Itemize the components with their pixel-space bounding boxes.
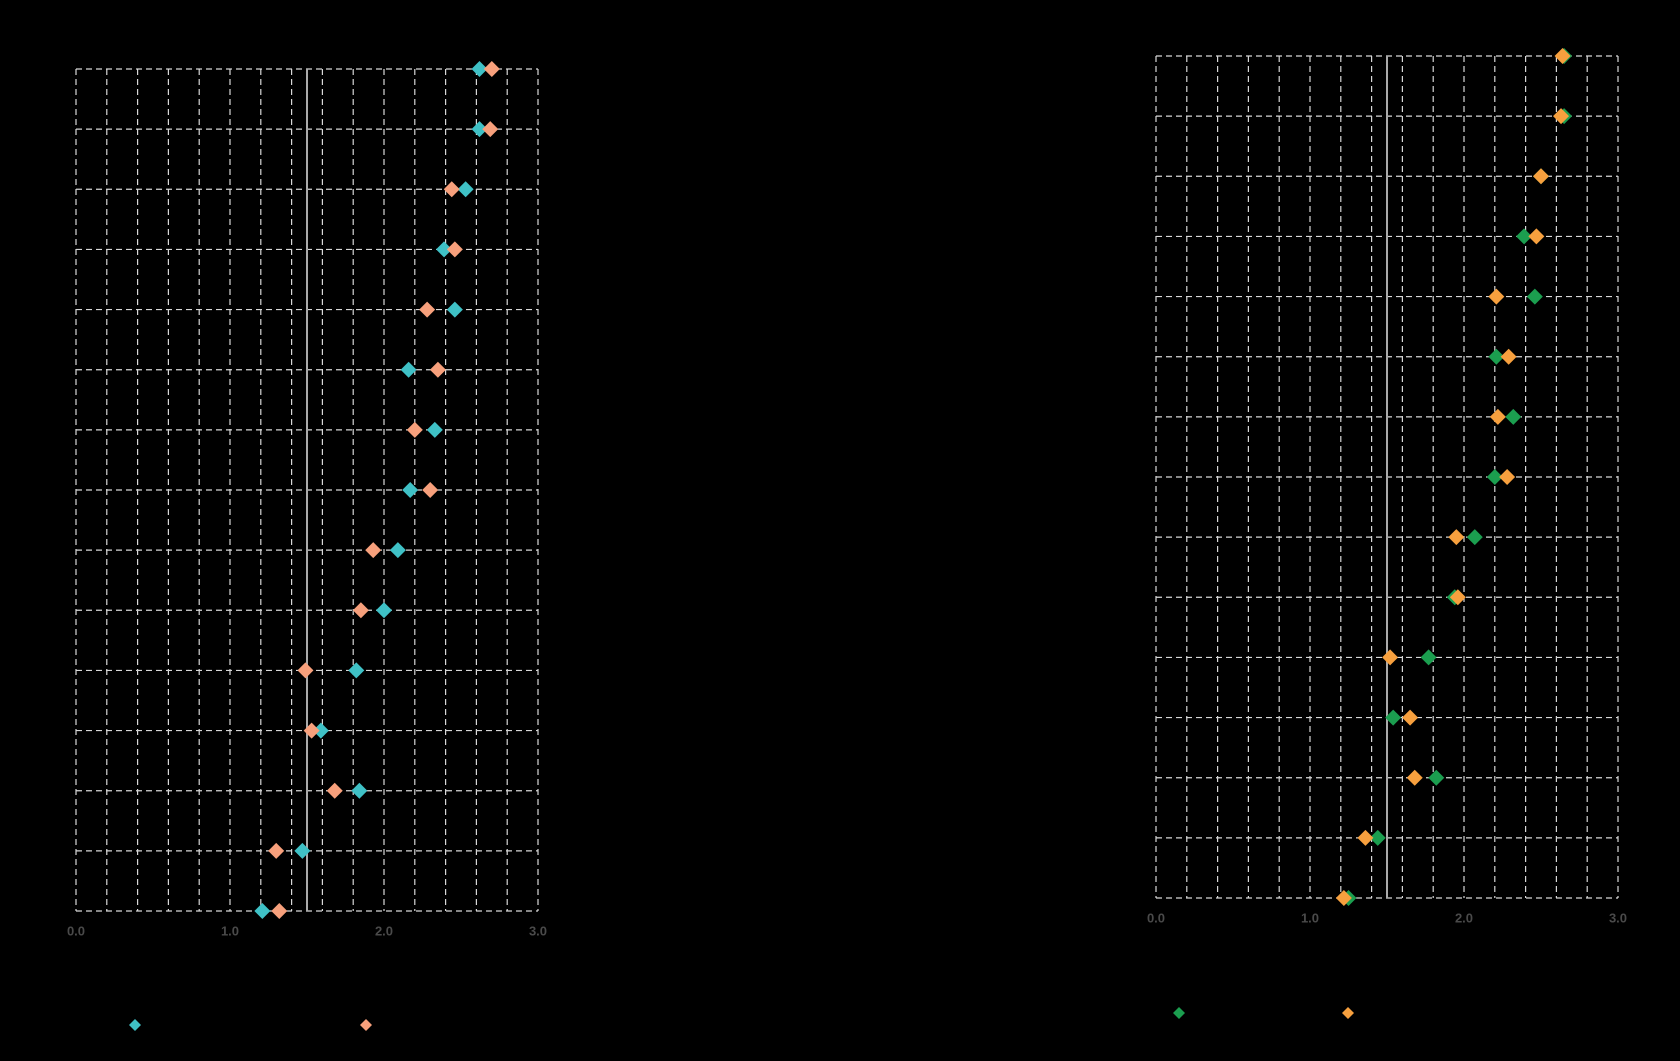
data-point — [1553, 108, 1570, 125]
data-point — [297, 662, 314, 679]
data-point — [1449, 589, 1466, 606]
data-point — [1488, 288, 1505, 305]
data-point — [406, 421, 423, 438]
data-point — [402, 482, 419, 498]
data-point — [1533, 168, 1549, 185]
data-point — [365, 542, 382, 559]
x-tick-label: 1.0 — [221, 923, 239, 938]
data-point — [1420, 649, 1437, 666]
data-point — [429, 361, 446, 378]
data-point — [1528, 228, 1545, 245]
legend-marker — [1173, 1007, 1185, 1019]
data-point — [482, 121, 499, 138]
data-point — [1516, 228, 1533, 245]
data-point — [1486, 469, 1503, 485]
data-point — [352, 602, 369, 619]
data-point — [254, 903, 271, 919]
x-tick-label: 1.0 — [1301, 910, 1319, 925]
data-point — [271, 903, 288, 919]
data-point — [303, 722, 320, 739]
data-point — [446, 301, 463, 318]
data-point — [1488, 348, 1505, 365]
data-point — [436, 241, 453, 258]
data-point — [446, 241, 463, 258]
x-tick-label: 0.0 — [67, 923, 85, 938]
data-point — [376, 602, 392, 619]
data-point — [1357, 829, 1374, 846]
data-point — [1385, 709, 1402, 726]
data-point — [1500, 348, 1517, 365]
data-point — [1335, 890, 1352, 906]
data-point — [1499, 469, 1516, 485]
data-point — [483, 61, 500, 77]
data-point — [1369, 829, 1386, 846]
data-point — [348, 662, 365, 679]
data-point — [1448, 529, 1465, 546]
data-point — [294, 842, 311, 859]
data-point — [1526, 288, 1543, 305]
data-point — [419, 301, 436, 318]
data-point — [1428, 769, 1445, 786]
data-point — [471, 61, 488, 77]
data-point — [1489, 408, 1506, 425]
data-point — [389, 542, 406, 559]
x-tick-label: 0.0 — [1147, 910, 1165, 925]
legend-marker — [129, 1019, 141, 1031]
data-point — [443, 181, 460, 198]
data-point — [1466, 529, 1483, 546]
x-tick-label: 2.0 — [1455, 910, 1473, 925]
data-point — [268, 842, 285, 859]
data-point — [1406, 769, 1423, 786]
data-point — [471, 121, 488, 138]
x-tick-label: 3.0 — [529, 923, 547, 938]
data-point — [1382, 649, 1399, 666]
data-point — [422, 482, 439, 498]
data-point — [1554, 48, 1571, 64]
data-point — [351, 782, 368, 799]
data-point — [426, 421, 443, 438]
x-tick-label: 3.0 — [1609, 910, 1627, 925]
data-point — [400, 361, 417, 378]
legend-marker — [360, 1019, 372, 1031]
data-point — [326, 782, 343, 799]
data-point — [312, 722, 329, 739]
x-tick-label: 2.0 — [375, 923, 393, 938]
legend-marker — [1342, 1007, 1354, 1019]
data-point — [1402, 709, 1419, 726]
data-point — [457, 181, 474, 198]
data-point — [1505, 408, 1522, 425]
